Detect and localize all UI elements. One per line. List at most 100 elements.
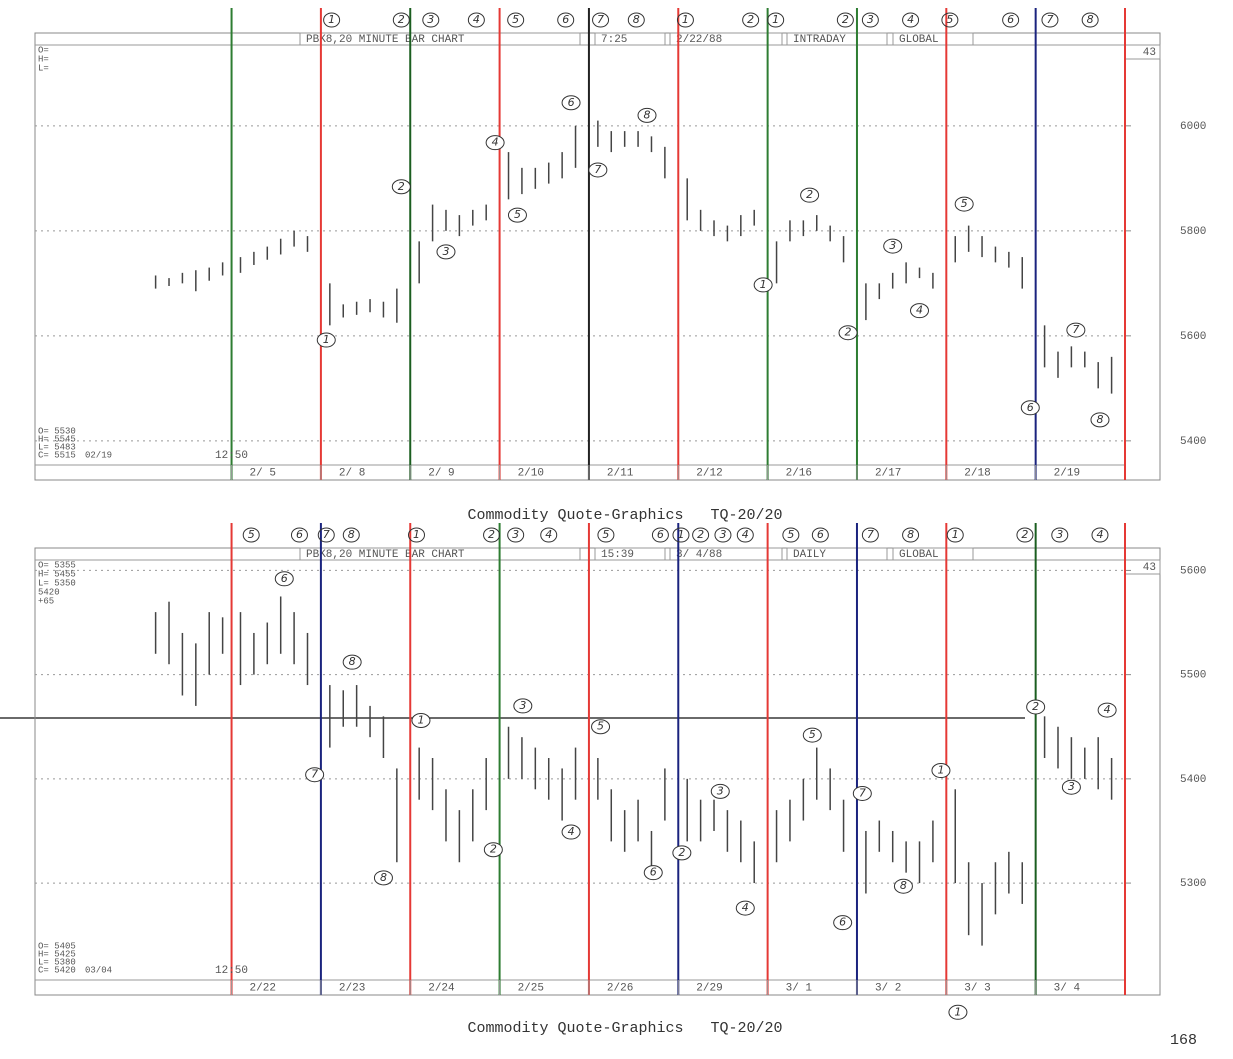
annotation-circle: [305, 767, 325, 783]
cycle-label: 2: [398, 13, 405, 26]
annotation-circle: [735, 900, 755, 916]
cycle-label: 1: [677, 528, 684, 541]
y-tick-label: 5500: [1180, 670, 1206, 682]
info-line: O=: [38, 45, 49, 55]
annotation-circle: [591, 719, 611, 735]
header-text: 2/22/88: [676, 34, 722, 46]
annotation-circle: [910, 303, 930, 319]
stamp-line: C= 5515: [38, 450, 76, 460]
annotation-circle: [954, 196, 974, 212]
cycle-circle: [861, 527, 879, 543]
caption: Commodity Quote-Graphics TQ-20/20: [467, 507, 782, 524]
x-tick-label: 2/11: [607, 467, 634, 479]
x-tick-label: 3/ 1: [786, 982, 813, 994]
stamp-line: L= 5380: [38, 957, 76, 967]
header-cell: [594, 547, 666, 561]
stamp-line: O= 5530: [38, 426, 76, 436]
cycle-label: 3: [1056, 528, 1063, 541]
annotation-label: 5: [514, 208, 521, 221]
header-cell: [669, 32, 783, 46]
annotation-circle: [561, 95, 581, 111]
cycle-circle: [507, 12, 525, 28]
cycle-label: 4: [473, 13, 480, 26]
cycle-circle: [342, 527, 360, 543]
info-line: 5420: [38, 587, 60, 597]
annotation-label: 8: [380, 871, 387, 884]
annotation-label: 2: [1032, 700, 1039, 713]
cycle-label: 4: [742, 528, 749, 541]
annotation-label: 6: [839, 916, 846, 929]
annotation-circle: [1090, 412, 1110, 428]
cycle-circle: [1041, 12, 1059, 28]
cycle-circle: [290, 527, 308, 543]
header-text: 7:25: [601, 34, 627, 46]
annotation-circle: [513, 698, 533, 714]
cycle-circle: [651, 527, 669, 543]
cycle-circle: [317, 527, 335, 543]
annotation-label: 3: [889, 239, 896, 252]
x-tick-label: 2/17: [875, 467, 901, 479]
annotation-circle: [316, 332, 336, 348]
info-line: H=: [38, 54, 49, 64]
annotation-label: 8: [1096, 413, 1103, 426]
annotation-label: 5: [597, 720, 604, 733]
cycle-label: 1: [952, 528, 959, 541]
header-cell: [594, 32, 666, 46]
annotation-label: 4: [742, 901, 749, 914]
stamp-line: C= 5420: [38, 965, 76, 975]
annotation-label: 5: [961, 197, 968, 210]
annotation-label: 2: [398, 180, 405, 193]
y-tick-label: 6000: [1180, 121, 1206, 133]
annotation-circle: [643, 865, 663, 881]
annotation-label: 2: [490, 843, 497, 856]
annotation-circle: [1026, 699, 1046, 715]
cycle-circle: [507, 527, 525, 543]
cycle-circle: [1051, 527, 1069, 543]
annotation-label: 8: [644, 108, 651, 121]
cycle-circle: [540, 527, 558, 543]
cycle-circle: [408, 527, 425, 543]
cycle-label: 6: [296, 528, 303, 541]
cycle-circle: [422, 12, 440, 28]
header-text: GLOBAL: [899, 34, 939, 46]
annotation-label: 3: [1068, 780, 1075, 793]
cycle-circle: [592, 12, 610, 28]
cycle-circle: [782, 527, 800, 543]
cycle-circle: [597, 527, 615, 543]
annotation-label: 7: [1072, 323, 1079, 336]
cycle-label: 7: [597, 13, 604, 26]
x-tick-label: 2/ 8: [339, 467, 365, 479]
annotation-circle: [883, 238, 903, 254]
annotation-label: 1: [954, 1005, 961, 1018]
caption: Commodity Quote-Graphics TQ-20/20: [467, 1020, 782, 1037]
cycle-circle: [1016, 527, 1034, 543]
annotation-circle: [852, 785, 872, 801]
header-text: PBK8,20 MINUTE BAR CHART: [306, 549, 465, 561]
header-cell: [892, 32, 974, 46]
header-text: DAILY: [793, 549, 826, 561]
annotation-label: 2: [845, 326, 852, 339]
header-cell: [299, 547, 581, 561]
x-tick-label: 2/24: [428, 982, 455, 994]
annotation-circle: [948, 1004, 968, 1020]
x-tick-label: 2/23: [339, 982, 365, 994]
annotation-label: 3: [442, 245, 449, 258]
annotation-label: 8: [900, 879, 907, 892]
header-cell: [786, 547, 888, 561]
x-tick-label: 2/ 9: [428, 467, 454, 479]
annotation-circle: [507, 207, 527, 223]
annotation-label: 7: [311, 768, 318, 781]
annotation-label: 1: [937, 764, 944, 777]
cycle-label: 6: [657, 528, 664, 541]
cycle-label: 8: [1087, 13, 1094, 26]
info-line: H= 5455: [38, 569, 76, 579]
stamp-time: 12:50: [215, 450, 248, 462]
annotation-label: 2: [678, 846, 685, 859]
cycle-circle: [941, 12, 959, 28]
annotation-circle: [1097, 702, 1117, 718]
cycle-circle: [946, 527, 964, 543]
period-label: 43: [1143, 562, 1156, 574]
annotation-label: 7: [859, 786, 866, 799]
cycle-circle: [692, 527, 710, 543]
